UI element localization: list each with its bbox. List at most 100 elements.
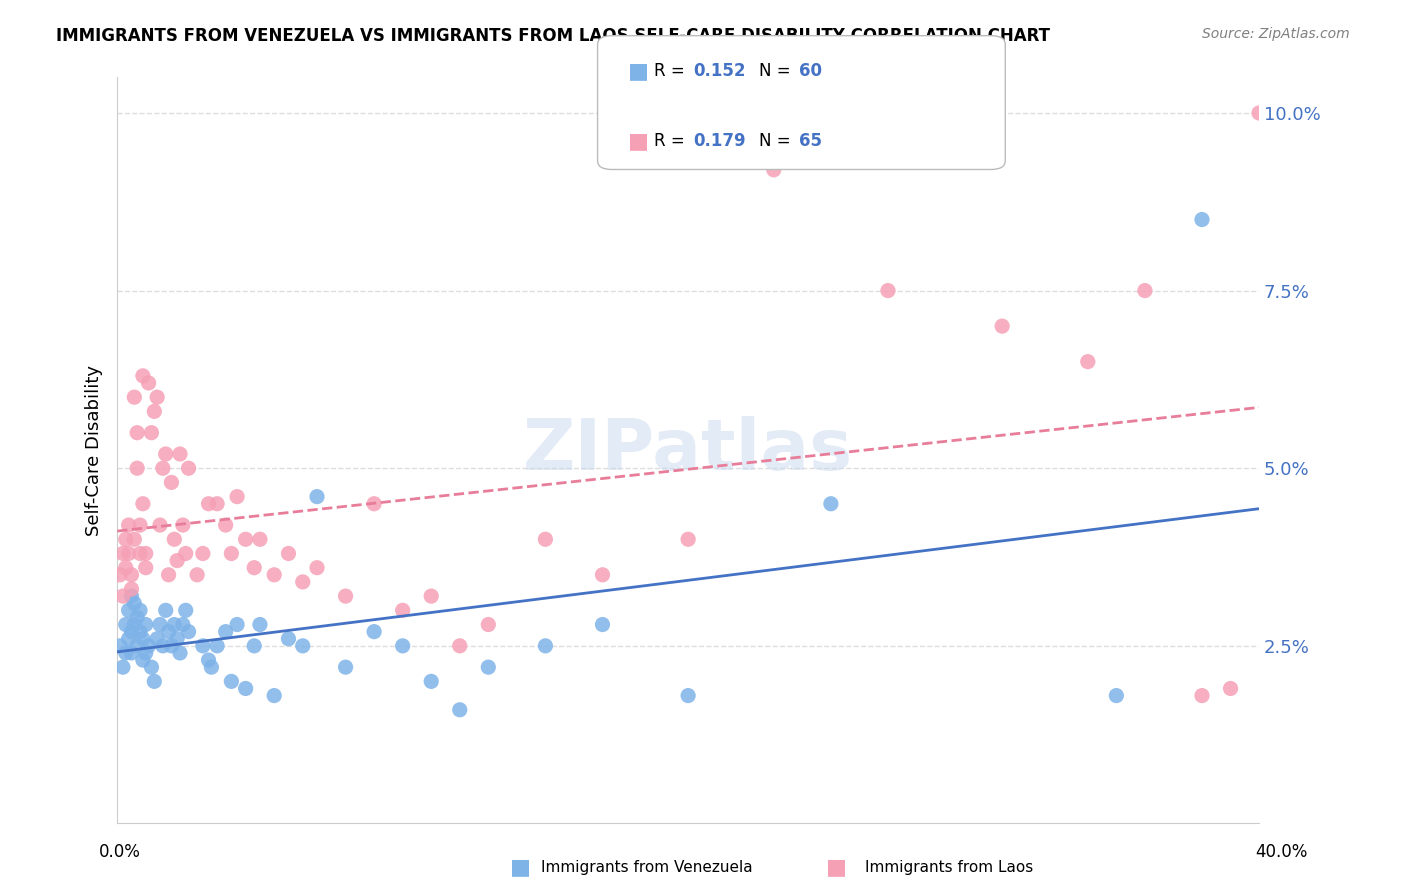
Point xyxy=(277,546,299,560)
Point xyxy=(135,560,157,574)
Point xyxy=(111,546,134,560)
Point xyxy=(235,681,257,696)
Point xyxy=(197,497,219,511)
Point xyxy=(291,574,314,589)
Point xyxy=(263,567,285,582)
Point xyxy=(129,603,152,617)
Point xyxy=(177,461,200,475)
Point xyxy=(155,447,177,461)
Point xyxy=(363,624,385,639)
Point xyxy=(117,546,139,560)
Text: 60: 60 xyxy=(799,62,821,80)
Point xyxy=(117,603,139,617)
Point xyxy=(121,589,143,603)
Point xyxy=(121,582,143,596)
Text: 0.152: 0.152 xyxy=(693,62,745,80)
Point xyxy=(121,646,143,660)
Point xyxy=(197,653,219,667)
Text: R =: R = xyxy=(654,132,690,150)
Point xyxy=(169,447,191,461)
Point xyxy=(157,624,180,639)
Point xyxy=(243,560,266,574)
Point xyxy=(243,639,266,653)
Point xyxy=(391,603,413,617)
Point xyxy=(124,596,146,610)
Point xyxy=(226,617,249,632)
Text: ■: ■ xyxy=(628,62,650,81)
Point xyxy=(449,639,471,653)
Point xyxy=(152,639,174,653)
Point xyxy=(991,319,1014,334)
Point xyxy=(143,674,166,689)
Point xyxy=(160,475,183,490)
Y-axis label: Self-Care Disability: Self-Care Disability xyxy=(86,365,103,536)
Point xyxy=(129,546,152,560)
Point xyxy=(1249,106,1271,120)
Point xyxy=(108,567,131,582)
Point xyxy=(132,368,155,383)
Point xyxy=(174,603,197,617)
Point xyxy=(191,546,214,560)
Point xyxy=(277,632,299,646)
Point xyxy=(592,567,614,582)
Point xyxy=(166,553,188,567)
Point xyxy=(215,624,238,639)
Point xyxy=(129,518,152,533)
Point xyxy=(1077,354,1099,368)
Point xyxy=(249,617,271,632)
Point xyxy=(152,461,174,475)
Point xyxy=(221,546,243,560)
Point xyxy=(205,639,228,653)
Point xyxy=(1133,284,1156,298)
Text: IMMIGRANTS FROM VENEZUELA VS IMMIGRANTS FROM LAOS SELF-CARE DISABILITY CORRELATI: IMMIGRANTS FROM VENEZUELA VS IMMIGRANTS … xyxy=(56,27,1050,45)
Point xyxy=(191,639,214,653)
Point xyxy=(263,689,285,703)
Point xyxy=(111,589,134,603)
Point xyxy=(169,646,191,660)
Point xyxy=(149,518,172,533)
Point xyxy=(143,404,166,418)
Point xyxy=(877,284,900,298)
Point xyxy=(111,660,134,674)
Point xyxy=(305,490,328,504)
Text: Immigrants from Laos: Immigrants from Laos xyxy=(865,860,1033,874)
Point xyxy=(174,546,197,560)
Point xyxy=(305,560,328,574)
Point xyxy=(141,425,163,440)
Point xyxy=(127,639,149,653)
Text: 0.0%: 0.0% xyxy=(98,843,141,861)
Point xyxy=(249,533,271,547)
Text: Source: ZipAtlas.com: Source: ZipAtlas.com xyxy=(1202,27,1350,41)
Point xyxy=(335,589,357,603)
Point xyxy=(124,390,146,404)
Point xyxy=(534,533,557,547)
Point xyxy=(135,646,157,660)
Point xyxy=(1191,212,1213,227)
Point xyxy=(420,589,443,603)
Point xyxy=(132,653,155,667)
Point xyxy=(226,490,249,504)
Point xyxy=(132,632,155,646)
Point xyxy=(205,497,228,511)
Text: ■: ■ xyxy=(827,857,846,877)
Point xyxy=(1105,689,1128,703)
Point xyxy=(335,660,357,674)
Point xyxy=(121,567,143,582)
Point xyxy=(200,660,222,674)
Point xyxy=(129,624,152,639)
Point xyxy=(676,533,699,547)
Text: N =: N = xyxy=(759,132,796,150)
Point xyxy=(114,533,136,547)
Point xyxy=(146,390,169,404)
Text: 0.179: 0.179 xyxy=(693,132,745,150)
Point xyxy=(172,518,194,533)
Point xyxy=(124,617,146,632)
Point xyxy=(160,639,183,653)
Point xyxy=(135,546,157,560)
Point xyxy=(363,497,385,511)
Point xyxy=(291,639,314,653)
Point xyxy=(477,617,499,632)
Point xyxy=(820,497,842,511)
Point xyxy=(177,624,200,639)
Point xyxy=(186,567,208,582)
